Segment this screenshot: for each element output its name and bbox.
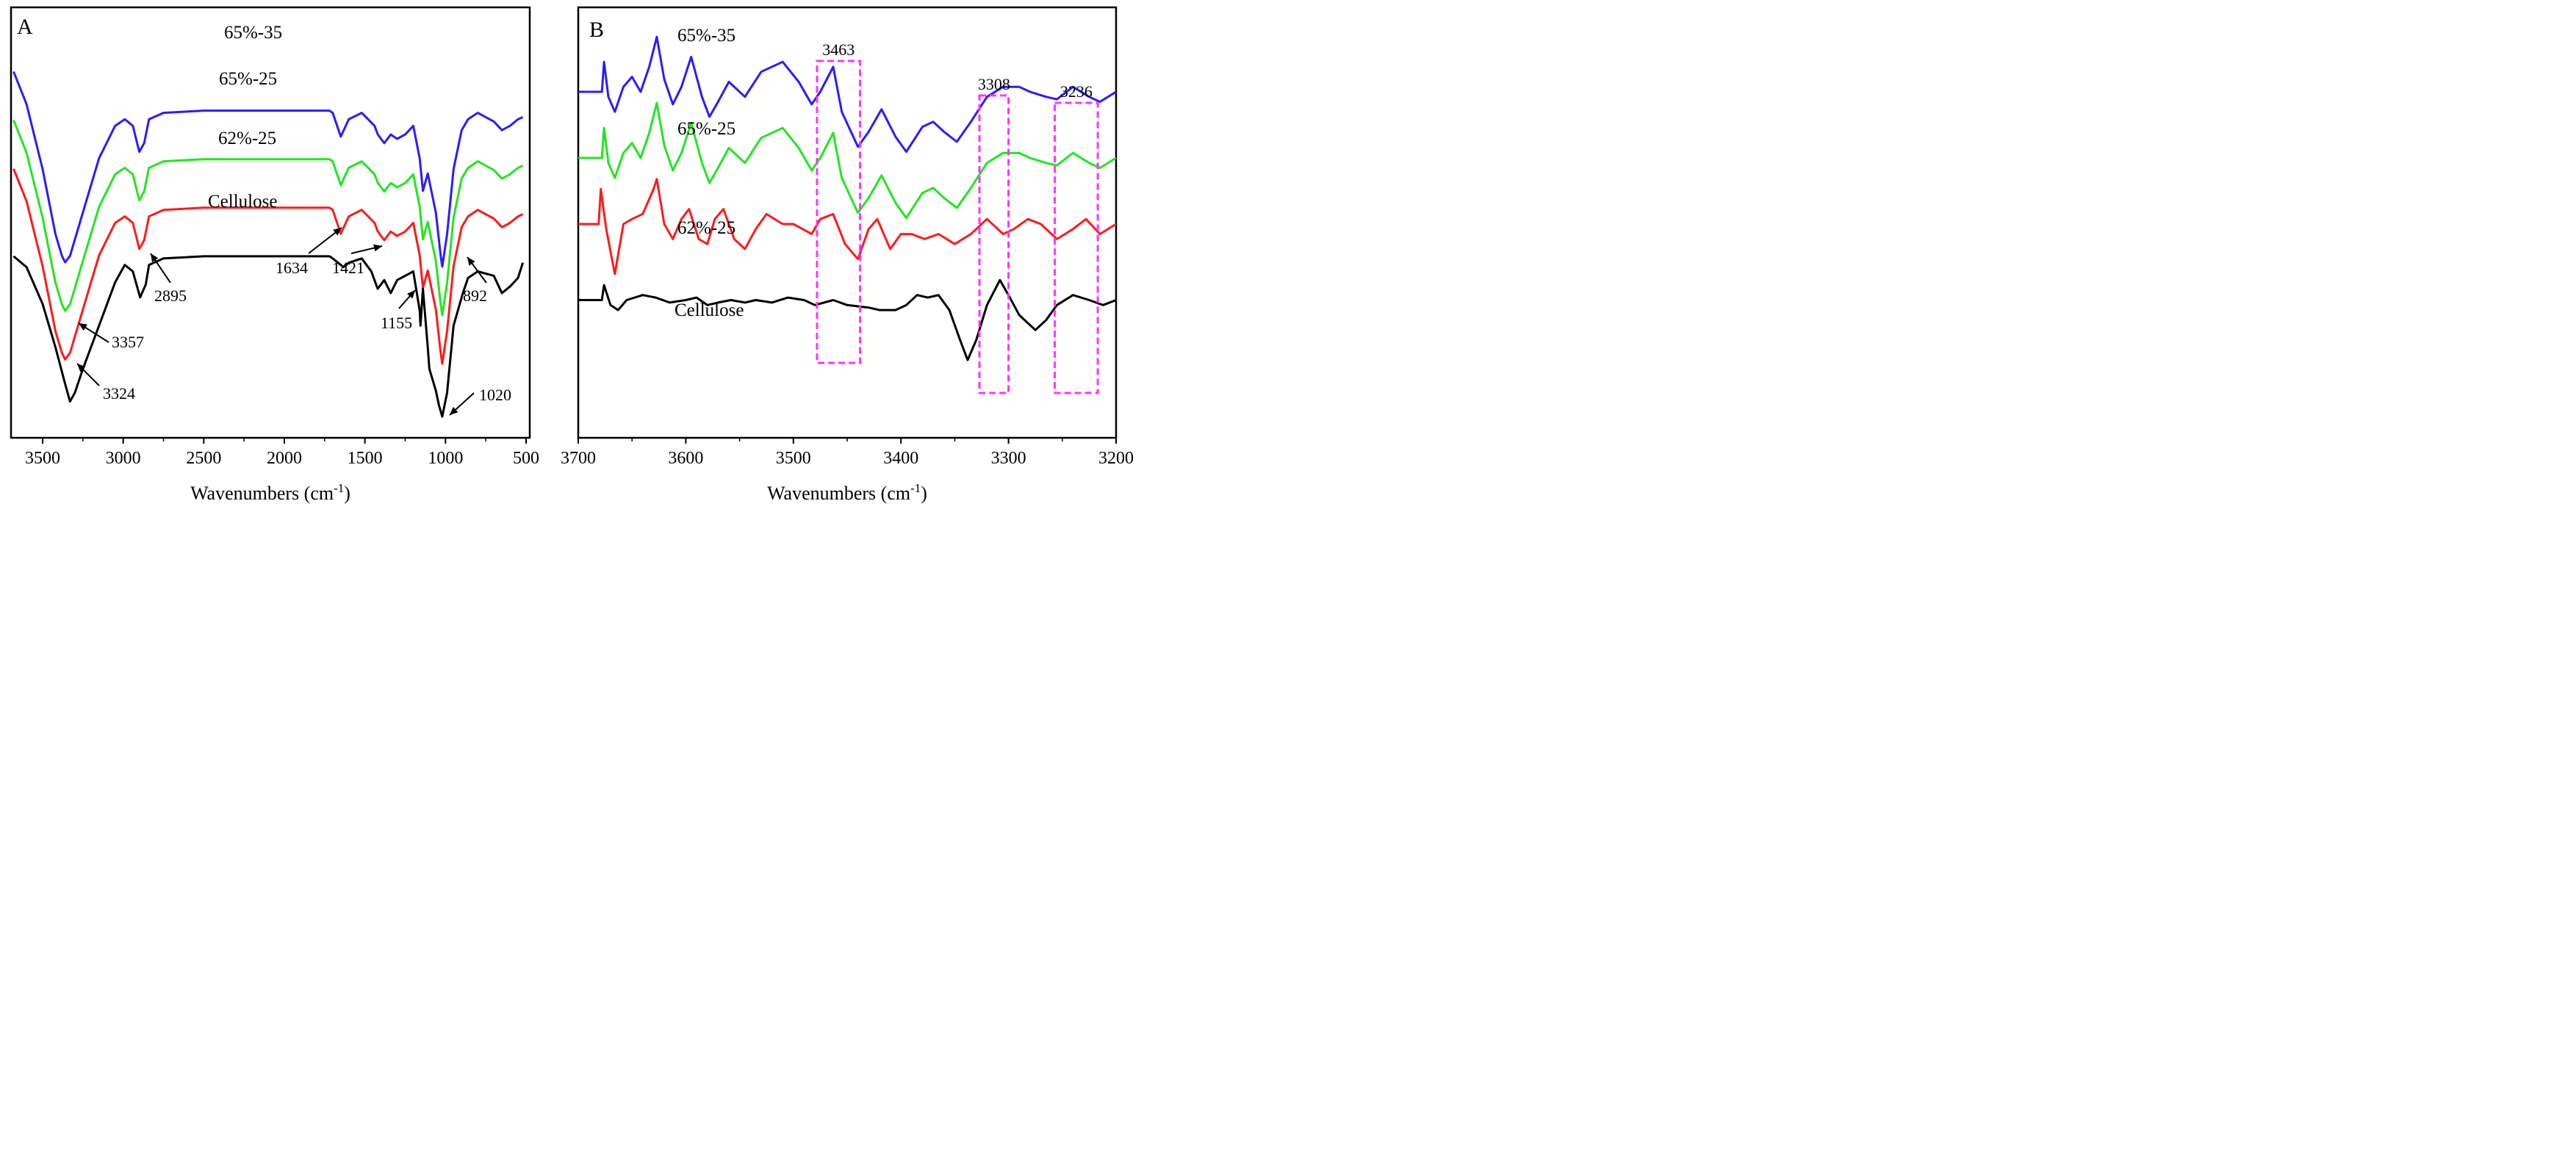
x-tick-label: 3400 [883,449,918,468]
panel-a-label-62-25: 62%-25 [218,129,276,148]
annotation-arrowhead [151,253,159,262]
panel-a-label-65-35: 65%-35 [224,23,282,43]
annotation-label-892: 892 [463,286,487,305]
annotation-label-3357: 3357 [112,333,144,351]
annotation-label-3324: 3324 [103,384,135,403]
series-line-6535 [12,71,524,268]
panel-a-plot: 3500 3000 2500 2000 1500 1000 500 2895 1634 1421 1… [12,71,539,468]
x-tick-label: 1500 [348,449,383,468]
panel-a-frame [10,6,531,439]
annotation-arrowhead [79,323,87,331]
annotation-arrowhead [467,257,475,266]
x-tick-label: 2500 [186,449,221,468]
annotation-arrowhead [373,244,382,252]
highlight-box-3463 [816,59,862,364]
annotation-label-1421: 1421 [332,259,364,277]
annotation-label-2895: 2895 [154,286,187,305]
series-line-6535 [578,35,1117,154]
panel-b-plot: 3700 3600 3500 3400 3300 3200 3463 3308 3236 [561,35,1134,468]
x-tick-label: 3200 [1098,449,1134,468]
series-line-cellulose [578,278,1117,361]
x-tick-label: 500 [513,449,539,468]
series-line-6225 [12,168,524,365]
panel-a-xlabel: Wavenumbers (cm-1) [190,481,350,504]
annotation-label-1634: 1634 [276,259,308,277]
annotation-arrowhead [450,406,458,415]
highlight-label-3463: 3463 [822,40,855,59]
series-line-6525 [12,120,524,317]
highlight-label-3236: 3236 [1060,82,1093,101]
annotation-label-1020: 1020 [479,386,511,404]
panel-b-label-65-35: 65%-35 [677,26,735,46]
highlight-label-3308: 3308 [978,75,1010,93]
panel-a-letter: A [17,15,33,39]
x-tick-label: 3300 [991,449,1026,468]
annotation-arrowhead [333,228,342,236]
highlight-box-3308 [978,94,1010,394]
series-line-6225 [578,178,1117,275]
annotation-arrowhead [77,364,86,372]
series-line-6525 [578,101,1117,220]
ftir-figure: A B 3500 3000 2500 2000 1500 1000 500 2895 1634 1… [10,6,1134,504]
x-tick-label: 3500 [25,449,60,468]
panel-b-label-62-25: 62%-25 [677,218,735,238]
panel-a-label-65-25: 65%-25 [219,69,277,89]
x-tick-label: 3600 [668,449,703,468]
panel-b-letter: B [589,18,604,42]
x-tick-label: 1000 [428,449,463,468]
highlight-box-3236 [1054,101,1099,394]
panel-b-label-65-25: 65%-25 [677,119,735,139]
annotation-arrowhead [406,290,415,299]
x-tick-label: 3700 [561,449,596,468]
series-line-cellulose [12,255,525,418]
panel-b-label-cellulose: Cellulose [674,300,744,320]
x-tick-label: 3500 [776,449,811,468]
annotation-label-1155: 1155 [381,314,412,332]
panel-a-label-cellulose: Cellulose [208,192,277,212]
x-tick-label: 3000 [106,449,141,468]
panel-b-xlabel: Wavenumbers (cm-1) [767,481,927,504]
x-tick-label: 2000 [267,449,302,468]
